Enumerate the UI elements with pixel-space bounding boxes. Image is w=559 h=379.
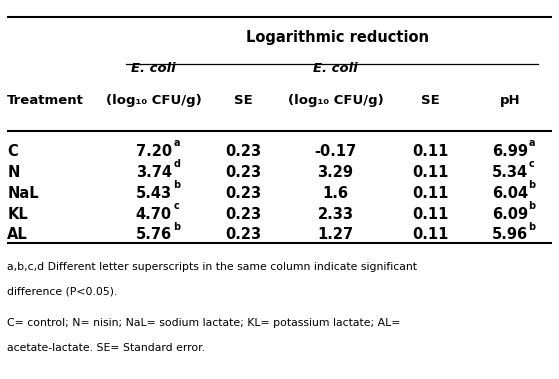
Text: C: C (7, 144, 18, 159)
Text: C= control; N= nisin; NaL= sodium lactate; KL= potassium lactate; AL=: C= control; N= nisin; NaL= sodium lactat… (7, 318, 401, 328)
Text: 1.6: 1.6 (323, 186, 348, 201)
Text: 0.23: 0.23 (225, 227, 261, 243)
Text: pH: pH (500, 94, 520, 107)
Text: b: b (173, 180, 181, 190)
Text: a,b,c,d Different letter superscripts in the same column indicate significant: a,b,c,d Different letter superscripts in… (7, 262, 417, 272)
Text: SE: SE (234, 94, 253, 107)
Text: 0.11: 0.11 (412, 144, 449, 159)
Text: 3.29: 3.29 (318, 165, 353, 180)
Text: c: c (528, 159, 534, 169)
Text: N: N (7, 165, 20, 180)
Text: 6.99: 6.99 (492, 144, 528, 159)
Text: AL: AL (7, 227, 28, 243)
Text: 5.34: 5.34 (492, 165, 528, 180)
Text: SE: SE (421, 94, 440, 107)
Text: 5.96: 5.96 (492, 227, 528, 243)
Text: difference (P<0.05).: difference (P<0.05). (7, 287, 117, 297)
Text: (log₁₀ CFU/g): (log₁₀ CFU/g) (287, 94, 383, 107)
Text: b: b (528, 180, 536, 190)
Text: c: c (173, 201, 179, 211)
Text: 6.09: 6.09 (492, 207, 528, 222)
Text: 0.11: 0.11 (412, 227, 449, 243)
Text: 0.23: 0.23 (225, 186, 261, 201)
Text: b: b (528, 222, 536, 232)
Text: 5.76: 5.76 (136, 227, 172, 243)
Text: 3.74: 3.74 (136, 165, 172, 180)
Text: 1.27: 1.27 (318, 227, 353, 243)
Text: 0.11: 0.11 (412, 165, 449, 180)
Text: b: b (173, 222, 181, 232)
Text: -0.17: -0.17 (314, 144, 357, 159)
Text: 0.23: 0.23 (225, 144, 261, 159)
Text: E. coli: E. coli (313, 62, 358, 75)
Text: 0.11: 0.11 (412, 186, 449, 201)
Text: a: a (173, 138, 180, 148)
Text: d: d (173, 159, 181, 169)
Text: Treatment: Treatment (7, 94, 84, 107)
Text: Logarithmic reduction: Logarithmic reduction (246, 30, 429, 45)
Text: 4.70: 4.70 (136, 207, 172, 222)
Text: 2.33: 2.33 (318, 207, 353, 222)
Text: b: b (528, 201, 536, 211)
Text: a: a (528, 138, 535, 148)
Text: 6.04: 6.04 (492, 186, 528, 201)
Text: KL: KL (7, 207, 28, 222)
Text: acetate-lactate. SE= Standard error.: acetate-lactate. SE= Standard error. (7, 343, 205, 352)
Text: 0.23: 0.23 (225, 165, 261, 180)
Text: (log₁₀ CFU/g): (log₁₀ CFU/g) (106, 94, 202, 107)
Text: 0.23: 0.23 (225, 207, 261, 222)
Text: 0.11: 0.11 (412, 207, 449, 222)
Text: 5.43: 5.43 (136, 186, 172, 201)
Text: E. coli: E. coli (131, 62, 176, 75)
Text: 7.20: 7.20 (136, 144, 172, 159)
Text: NaL: NaL (7, 186, 39, 201)
